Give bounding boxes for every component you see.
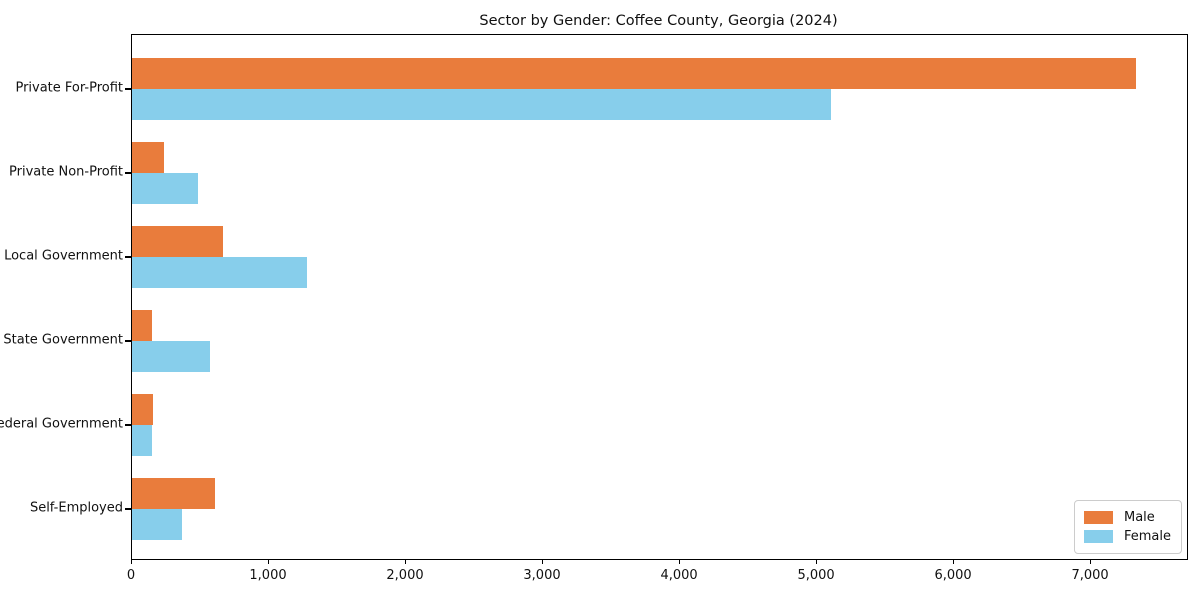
y-tick-label: Private Non-Profit (9, 164, 123, 180)
x-tick-mark (816, 559, 818, 564)
bar-female (132, 173, 198, 204)
bar-male (132, 310, 152, 341)
bar-female (132, 341, 211, 372)
x-tick-mark (405, 559, 407, 564)
bar-female (132, 257, 307, 288)
y-tick-label: Self-Employed (29, 500, 123, 516)
x-tick-mark (679, 559, 681, 564)
legend-item: Female (1083, 527, 1171, 546)
x-tick-mark (131, 559, 133, 564)
y-tick-mark (125, 256, 132, 258)
bar-male (132, 478, 215, 509)
x-tick-label: 3,000 (523, 568, 561, 583)
y-tick-mark (125, 424, 132, 426)
x-tick-mark (268, 559, 270, 564)
y-tick-mark (125, 172, 132, 174)
x-tick-label: 0 (126, 568, 136, 583)
x-tick-label: 6,000 (934, 568, 972, 583)
y-tick-mark (125, 88, 132, 90)
y-tick-label: Local Government (4, 248, 123, 264)
x-tick-label: 1,000 (249, 568, 287, 583)
bar-female (132, 509, 182, 540)
bar-male (132, 394, 153, 425)
x-tick-mark (953, 559, 955, 564)
x-tick-label: 2,000 (386, 568, 424, 583)
bar-male (132, 226, 224, 257)
y-tick-mark (125, 340, 132, 342)
x-tick-mark (542, 559, 544, 564)
bar-male (132, 142, 165, 173)
x-tick-label: 7,000 (1071, 568, 1109, 583)
bar-female (132, 89, 831, 120)
y-tick-label: Private For-Profit (15, 80, 123, 96)
legend-label: Female (1123, 529, 1171, 544)
x-tick-label: 5,000 (797, 568, 835, 583)
x-tick-label: 4,000 (660, 568, 698, 583)
x-tick-mark (1090, 559, 1092, 564)
y-tick-label: Federal Government (0, 416, 123, 432)
legend-label: Male (1123, 510, 1155, 525)
legend-swatch-male (1083, 511, 1113, 524)
y-tick-mark (125, 508, 132, 510)
legend: Male Female (1073, 500, 1182, 554)
bar-male (132, 58, 1137, 89)
legend-item: Male (1083, 508, 1171, 527)
bar-female (132, 425, 152, 456)
y-tick-label: State Government (3, 332, 123, 348)
legend-swatch-female (1083, 530, 1113, 543)
chart-title: Sector by Gender: Coffee County, Georgia… (479, 13, 838, 29)
plot-area: Male Female (125, 34, 1188, 560)
